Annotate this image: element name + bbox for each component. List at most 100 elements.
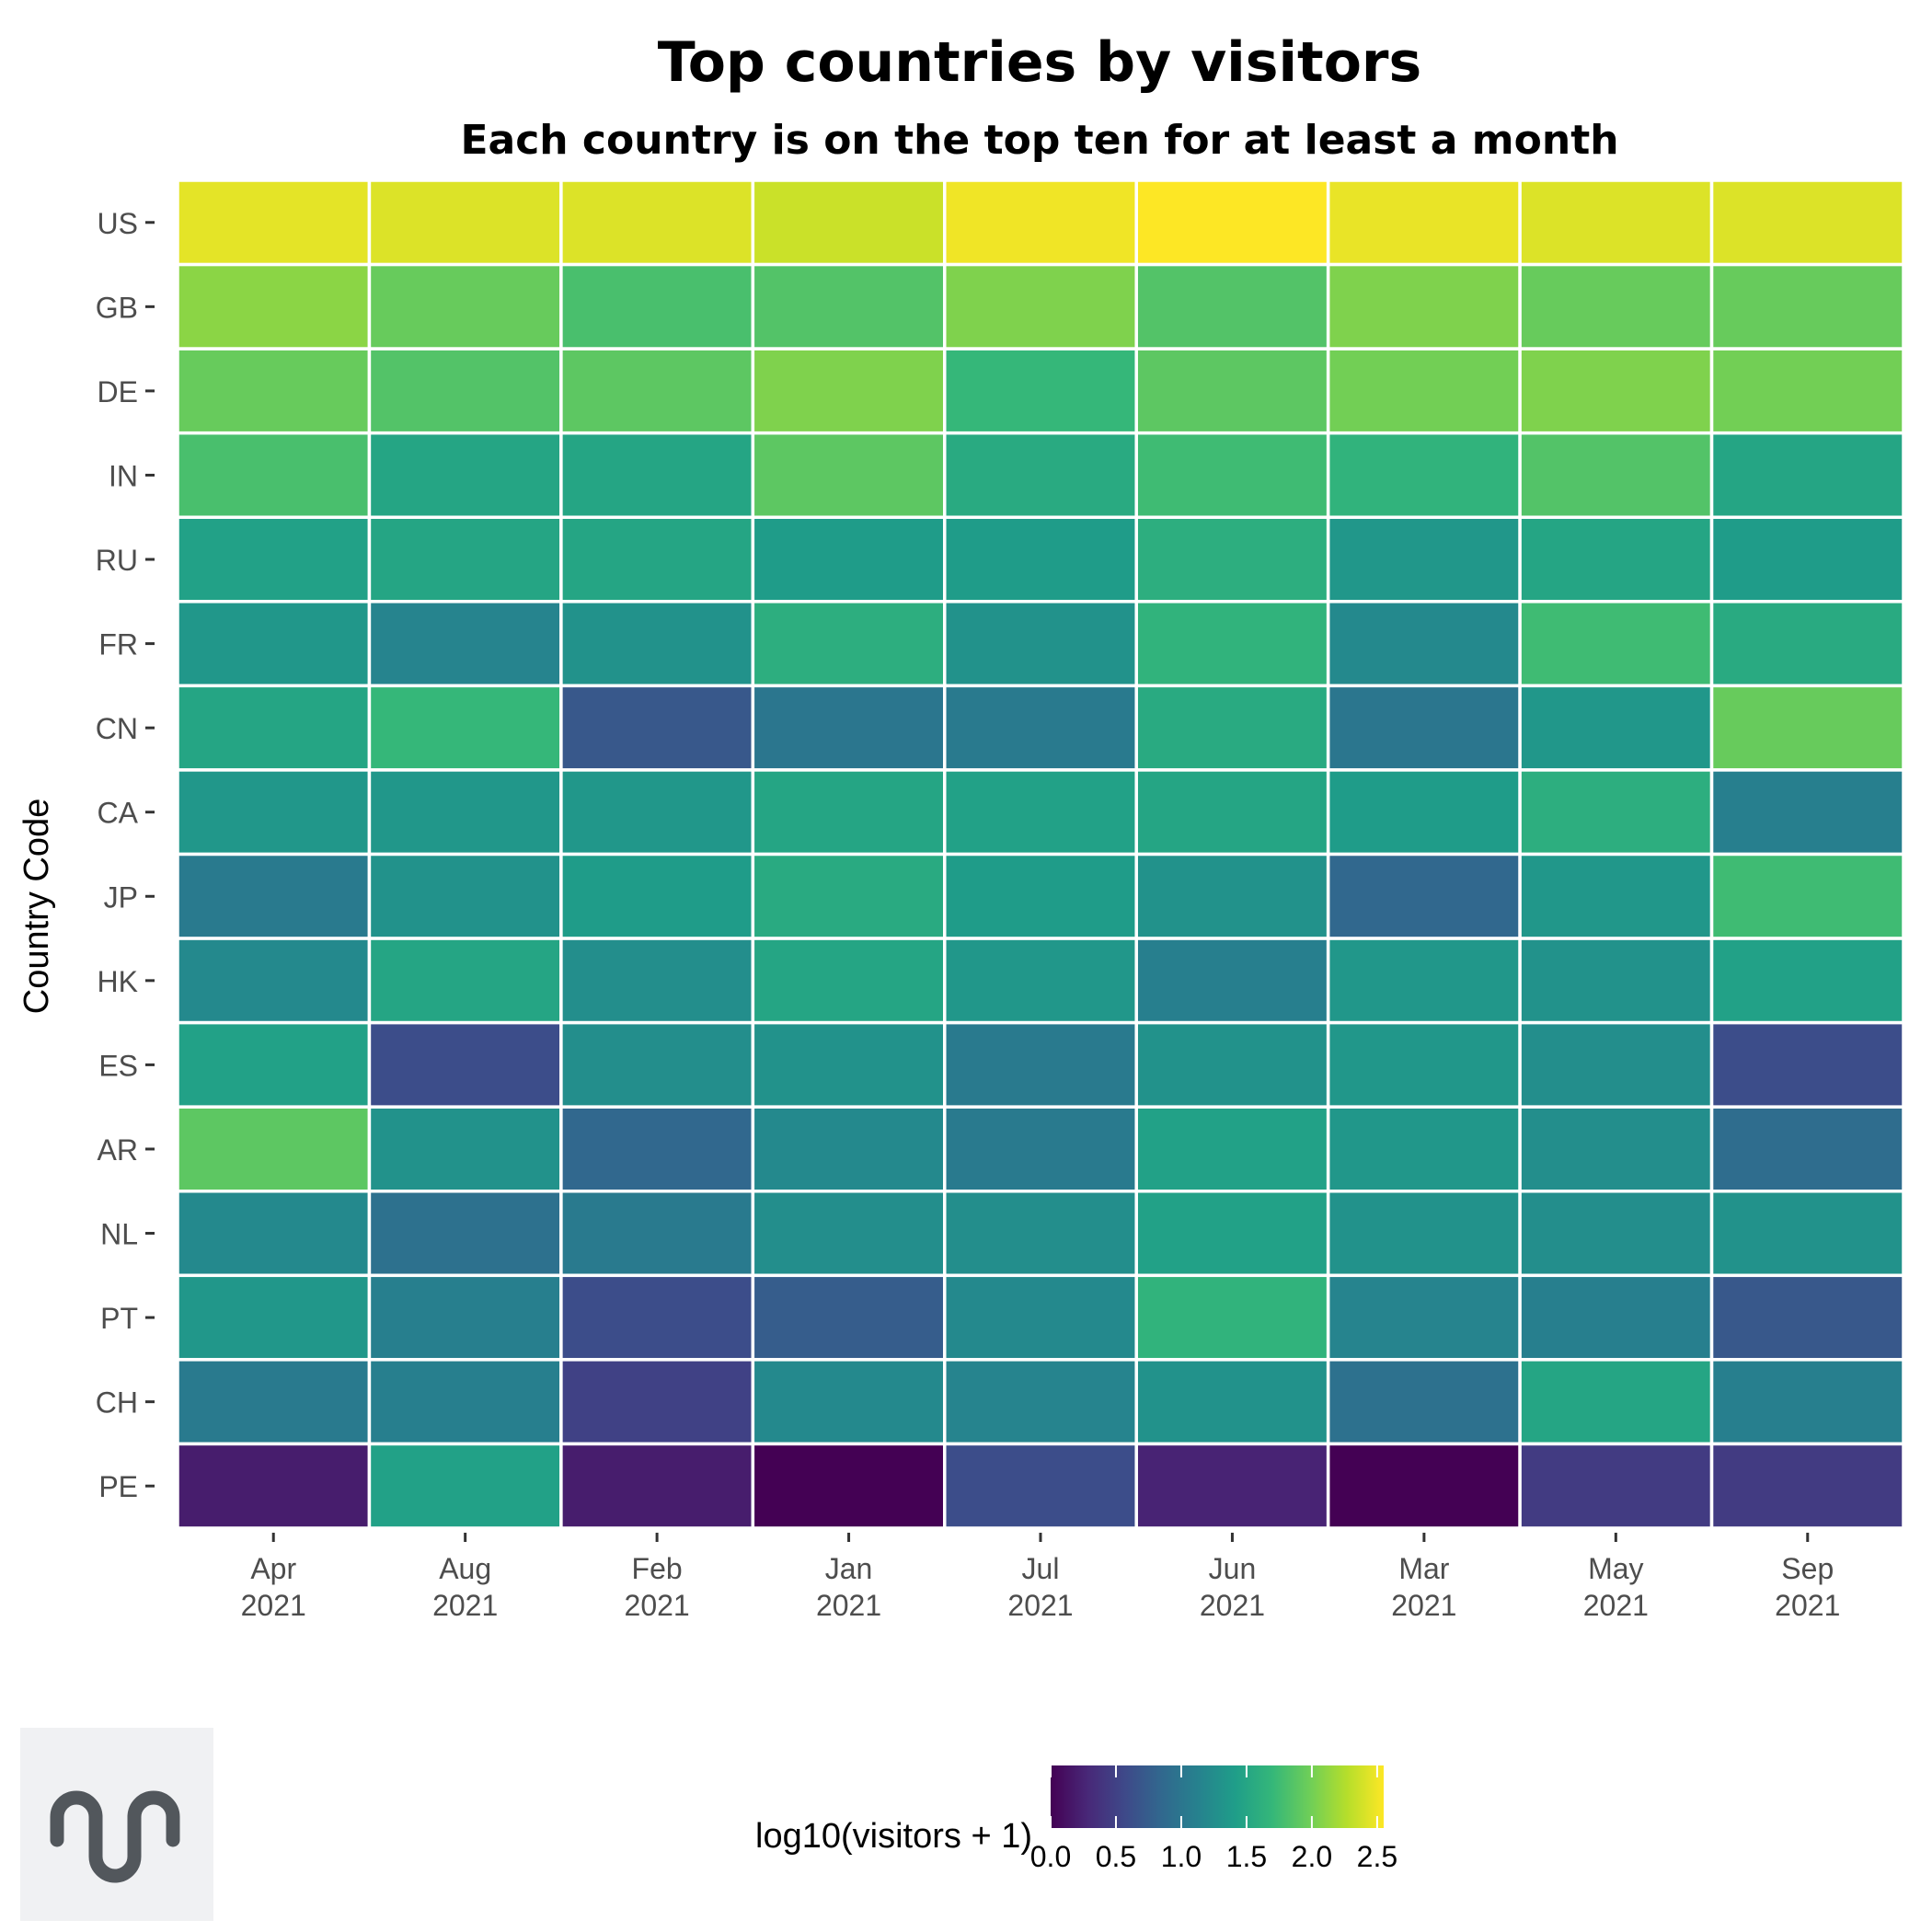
heatmap-cell-FR-Mar <box>1326 600 1522 688</box>
heatmap-cell-AR-Aug <box>367 1105 563 1193</box>
heatmap-cell-DE-Jun <box>1134 347 1330 435</box>
legend-tick-label: 2.5 <box>1357 1840 1397 1873</box>
y-tick-label: GB <box>96 291 138 324</box>
heatmap-cell-GB-Jun <box>1134 262 1330 351</box>
heatmap-cell-DE-Sep <box>1709 347 1905 435</box>
legend-title: log10(visitors + 1) <box>755 1817 1032 1856</box>
heatmap-cell-PT-Feb <box>559 1273 755 1362</box>
heatmap-cell-JP-Jun <box>1134 852 1330 940</box>
heatmap-cell-DE-Jul <box>943 347 1138 435</box>
y-tick-label: JP <box>104 880 138 914</box>
heatmap-cell-RU-Mar <box>1326 515 1522 604</box>
heatmap-cell-CA-May <box>1518 768 1714 857</box>
y-tick-label: RU <box>96 544 138 577</box>
heatmap-cell-IN-Aug <box>367 431 563 519</box>
heatmap-cell-AR-Jul <box>943 1105 1138 1193</box>
heatmap-cell-IN-Mar <box>1326 431 1522 519</box>
heatmap-cell-PE-Apr <box>176 1442 372 1530</box>
legend-tick-label: 1.0 <box>1161 1840 1202 1873</box>
x-tick-label: Jul 2021 <box>1007 1552 1073 1622</box>
heatmap-cell-PT-Aug <box>367 1273 563 1362</box>
heatmap-cell-ES-Sep <box>1709 1020 1905 1109</box>
y-tick-label: US <box>98 207 138 240</box>
heatmap-cell-HK-Jul <box>943 937 1138 1025</box>
logo-icon <box>20 1728 213 1921</box>
heatmap-cell-GB-Mar <box>1326 262 1522 351</box>
heatmap-cell-CA-Sep <box>1709 768 1905 857</box>
heatmap-cell-CH-Jun <box>1134 1358 1330 1446</box>
heatmap-cell-CH-Feb <box>559 1358 755 1446</box>
heatmap-cell-PE-Feb <box>559 1442 755 1530</box>
heatmap-cell-FR-Feb <box>559 600 755 688</box>
heatmap-cell-JP-Apr <box>176 852 372 940</box>
heatmap-cell-HK-May <box>1518 937 1714 1025</box>
y-tick-label: FR <box>98 628 138 661</box>
color-legend: log10(visitors + 1) 0.0 0.5 1.0 1.5 2.0 2.5 <box>755 1765 1397 1873</box>
heatmap-cell-CH-Jan <box>751 1358 947 1446</box>
heatmap-cell-CN-Jun <box>1134 684 1330 772</box>
heatmap-cell-FR-Sep <box>1709 600 1905 688</box>
heatmap-cell-DE-Mar <box>1326 347 1522 435</box>
y-tick-label: DE <box>98 375 138 408</box>
heatmap-cell-NL-Apr <box>176 1190 372 1278</box>
heatmap-cell-PT-Jan <box>751 1273 947 1362</box>
heatmap-cell-NL-Feb <box>559 1190 755 1278</box>
heatmap-cell-GB-May <box>1518 262 1714 351</box>
heatmap-cell-ES-Feb <box>559 1020 755 1109</box>
heatmap-cell-FR-Aug <box>367 600 563 688</box>
heatmap-cell-FR-Jul <box>943 600 1138 688</box>
heatmap-cell-JP-May <box>1518 852 1714 940</box>
heatmap-cell-GB-Sep <box>1709 262 1905 351</box>
heatmap-cell-RU-Aug <box>367 515 563 604</box>
heatmap-cell-CN-May <box>1518 684 1714 772</box>
y-tick-label: ES <box>98 1049 138 1082</box>
heatmap-cell-PT-May <box>1518 1273 1714 1362</box>
heatmap-cell-RU-Sep <box>1709 515 1905 604</box>
y-tick-label: CN <box>96 712 138 745</box>
heatmap-cell-CN-Apr <box>176 684 372 772</box>
heatmap-cell-PT-Jul <box>943 1273 1138 1362</box>
chart-subtitle: Each country is on the top ten for at le… <box>460 117 1618 164</box>
heatmap-cell-FR-Jun <box>1134 600 1330 688</box>
heatmap-cell-CA-Apr <box>176 768 372 857</box>
heatmap-cell-NL-Aug <box>367 1190 563 1278</box>
legend-tick-label: 0.0 <box>1030 1840 1071 1873</box>
heatmap-cell-PE-Jul <box>943 1442 1138 1530</box>
heatmap-cell-CH-Apr <box>176 1358 372 1446</box>
heatmap-cell-HK-Feb <box>559 937 755 1025</box>
legend-tick-label: 2.0 <box>1292 1840 1332 1873</box>
legend-color-bar <box>1051 1765 1384 1828</box>
heatmap-cell-US-Mar <box>1326 178 1522 267</box>
x-tick-label: Jun 2021 <box>1200 1552 1265 1622</box>
heatmap-cells <box>176 178 1905 1530</box>
heatmap-cell-HK-Jan <box>751 937 947 1025</box>
heatmap-cell-NL-Jan <box>751 1190 947 1278</box>
y-tick-label: CA <box>98 797 139 830</box>
legend-tick-label: 0.5 <box>1096 1840 1136 1873</box>
y-tick-label: PE <box>98 1470 138 1503</box>
heatmap-cell-NL-Sep <box>1709 1190 1905 1278</box>
heatmap-cell-GB-Jul <box>943 262 1138 351</box>
heatmap-cell-CN-Jan <box>751 684 947 772</box>
heatmap-cell-HK-Apr <box>176 937 372 1025</box>
heatmap-cell-RU-Feb <box>559 515 755 604</box>
y-tick-label: CH <box>96 1386 138 1420</box>
heatmap-cell-NL-May <box>1518 1190 1714 1278</box>
heatmap-cell-CA-Mar <box>1326 768 1522 857</box>
heatmap-cell-GB-Jan <box>751 262 947 351</box>
heatmap-cell-US-Jun <box>1134 178 1330 267</box>
heatmap-cell-IN-Jan <box>751 431 947 519</box>
heatmap-cell-DE-Jan <box>751 347 947 435</box>
heatmap-cell-CN-Sep <box>1709 684 1905 772</box>
x-tick-label: Sep 2021 <box>1775 1552 1840 1622</box>
heatmap-cell-JP-Aug <box>367 852 563 940</box>
heatmap-cell-US-Aug <box>367 178 563 267</box>
heatmap-cell-CH-Jul <box>943 1358 1138 1446</box>
heatmap-cell-HK-Aug <box>367 937 563 1025</box>
heatmap-cell-HK-Jun <box>1134 937 1330 1025</box>
heatmap-cell-PE-May <box>1518 1442 1714 1530</box>
heatmap-cell-PT-Jun <box>1134 1273 1330 1362</box>
heatmap-cell-ES-May <box>1518 1020 1714 1109</box>
heatmap-cell-RU-May <box>1518 515 1714 604</box>
